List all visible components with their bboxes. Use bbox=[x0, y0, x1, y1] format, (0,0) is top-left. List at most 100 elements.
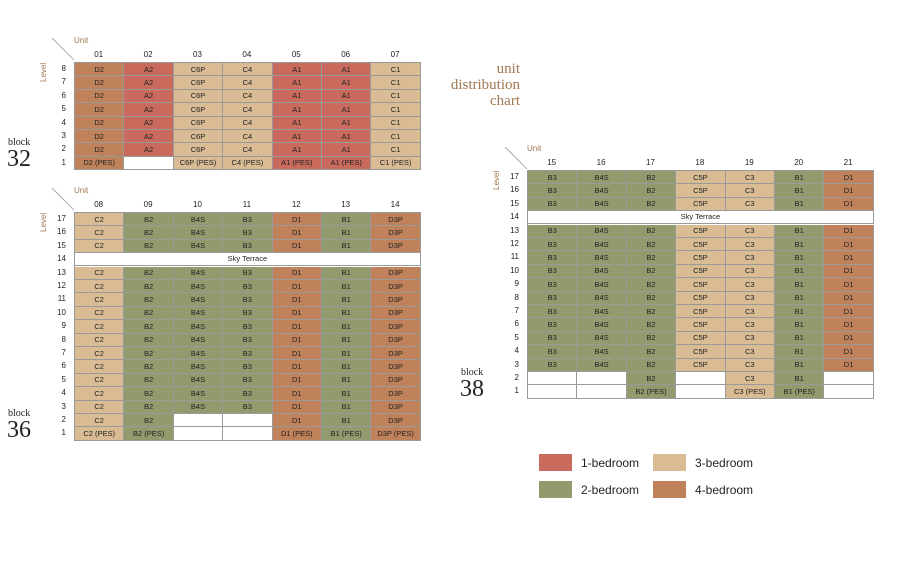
unit-cell: D1 bbox=[272, 414, 322, 428]
unit-cell: A2 bbox=[124, 143, 174, 157]
unit-cell: C2 bbox=[75, 400, 125, 414]
unit-cell: A1 bbox=[322, 143, 372, 157]
unit-cell: C3 (PES) bbox=[725, 385, 775, 399]
unit-cell: D1 bbox=[272, 400, 322, 414]
unit-cell: B2 (PES) bbox=[124, 427, 174, 441]
unit-header: 14 bbox=[390, 200, 400, 209]
unit-cell: D1 bbox=[824, 224, 874, 238]
title-line: distribution bbox=[450, 77, 520, 93]
unit-cell: D2 bbox=[75, 143, 125, 157]
unit-cell: D1 bbox=[272, 320, 322, 334]
unit-header: 16 bbox=[596, 158, 606, 167]
unit-cell: B1 bbox=[322, 373, 372, 388]
unit-cell: B1 bbox=[775, 197, 825, 212]
unit-cell: C3 bbox=[725, 358, 775, 372]
unit-cell: D1 bbox=[824, 305, 874, 319]
unit-cell: C1 bbox=[371, 103, 421, 117]
empty-cell bbox=[577, 372, 627, 386]
legend-item-1-bedroom: 1-bedroom bbox=[539, 454, 639, 471]
unit-cell: C4 bbox=[223, 143, 273, 157]
unit-cell: B4S bbox=[577, 197, 627, 212]
unit-cell: B2 bbox=[626, 358, 677, 372]
unit-cell: B3 bbox=[528, 224, 578, 238]
unit-cell: D3P bbox=[371, 293, 421, 307]
block-number: 38 bbox=[460, 376, 484, 402]
unit-cell: C1 bbox=[371, 89, 421, 104]
empty-cell bbox=[223, 427, 273, 441]
unit-cell: B2 bbox=[124, 320, 174, 334]
unit-cell: D1 bbox=[824, 264, 874, 279]
empty-cell bbox=[528, 372, 578, 386]
unit-cell: B3 bbox=[223, 320, 273, 334]
unit-cell: D1 bbox=[272, 293, 322, 307]
unit-cell: B1 bbox=[322, 213, 372, 227]
unit-cell: B2 bbox=[626, 372, 677, 386]
level-number: 13 bbox=[510, 225, 519, 235]
unit-header: 10 bbox=[193, 200, 202, 209]
unit-cell: D3P bbox=[371, 360, 421, 374]
unit-cell: D1 bbox=[272, 266, 322, 280]
unit-cell: B4S bbox=[577, 345, 627, 359]
unit-header: 07 bbox=[390, 50, 400, 59]
level-number: 5 bbox=[61, 104, 66, 114]
legend-swatch bbox=[539, 454, 572, 471]
unit-cell: C5P bbox=[676, 358, 726, 372]
unit-cell: B4S bbox=[173, 280, 224, 294]
unit-cell: C2 bbox=[75, 414, 125, 428]
unit-cell: C3 bbox=[725, 318, 775, 332]
unit-cell: B1 bbox=[775, 171, 825, 185]
unit-cell: A1 bbox=[272, 89, 322, 104]
unit-cell: B3 bbox=[223, 360, 273, 374]
unit-header: 19 bbox=[744, 158, 754, 167]
unit-cell: B4S bbox=[173, 239, 224, 254]
unit-cell: B1 bbox=[322, 239, 372, 254]
level-number: 11 bbox=[510, 252, 519, 262]
sky-terrace-row: Sky Terrace bbox=[75, 253, 421, 266]
unit-cell: B4S bbox=[173, 266, 224, 280]
unit-cell: B1 bbox=[775, 278, 825, 292]
level-number: 16 bbox=[57, 227, 66, 237]
unit-cell: B4S bbox=[577, 331, 627, 346]
empty-cell bbox=[824, 372, 874, 386]
unit-cell: C2 bbox=[75, 347, 125, 361]
unit-header: 05 bbox=[291, 50, 301, 59]
unit-cell: C2 (PES) bbox=[75, 427, 125, 441]
unit-cell: D1 bbox=[824, 238, 874, 252]
unit-cell: B4S bbox=[577, 224, 627, 238]
unit-cell: C6P bbox=[173, 76, 224, 90]
unit-cell: C4 bbox=[223, 130, 273, 144]
unit-cell: C3 bbox=[725, 251, 775, 265]
unit-cell: C4 bbox=[223, 76, 273, 90]
unit-axis-label: Unit bbox=[527, 144, 542, 153]
unit-cell: D1 bbox=[824, 197, 874, 212]
unit-cell: C3 bbox=[725, 331, 775, 346]
unit-cell: D1 bbox=[824, 345, 874, 359]
block-word: block bbox=[8, 408, 31, 419]
unit-cell: B2 bbox=[626, 251, 677, 265]
unit-cell: C6P bbox=[173, 130, 224, 144]
unit-cell: B1 bbox=[322, 266, 372, 280]
unit-cell: A1 bbox=[322, 103, 372, 117]
level-number: 12 bbox=[510, 239, 519, 248]
unit-cell: A1 bbox=[272, 143, 322, 157]
empty-cell bbox=[676, 372, 726, 386]
unit-cell: D2 (PES) bbox=[75, 156, 125, 171]
unit-cell: B1 bbox=[775, 345, 825, 359]
unit-cell: B3 bbox=[223, 293, 273, 307]
unit-cell: B2 bbox=[626, 331, 677, 346]
unit-header: 09 bbox=[143, 200, 153, 209]
unit-cell: B1 bbox=[775, 264, 825, 279]
level-number: 8 bbox=[61, 64, 66, 73]
unit-cell: B2 bbox=[124, 373, 174, 388]
level-number: 2 bbox=[61, 144, 66, 154]
block-word: block bbox=[461, 367, 484, 378]
unit-cell: B1 (PES) bbox=[322, 427, 372, 441]
level-number: 17 bbox=[510, 172, 519, 181]
block-number: 36 bbox=[7, 417, 31, 443]
unit-cell: D1 bbox=[824, 278, 874, 292]
unit-cell: C5P bbox=[676, 264, 726, 279]
unit-cell: B3 bbox=[528, 251, 578, 265]
level-number: 6 bbox=[61, 90, 66, 100]
unit-header: 02 bbox=[143, 50, 153, 59]
unit-cell: B4S bbox=[577, 291, 627, 305]
